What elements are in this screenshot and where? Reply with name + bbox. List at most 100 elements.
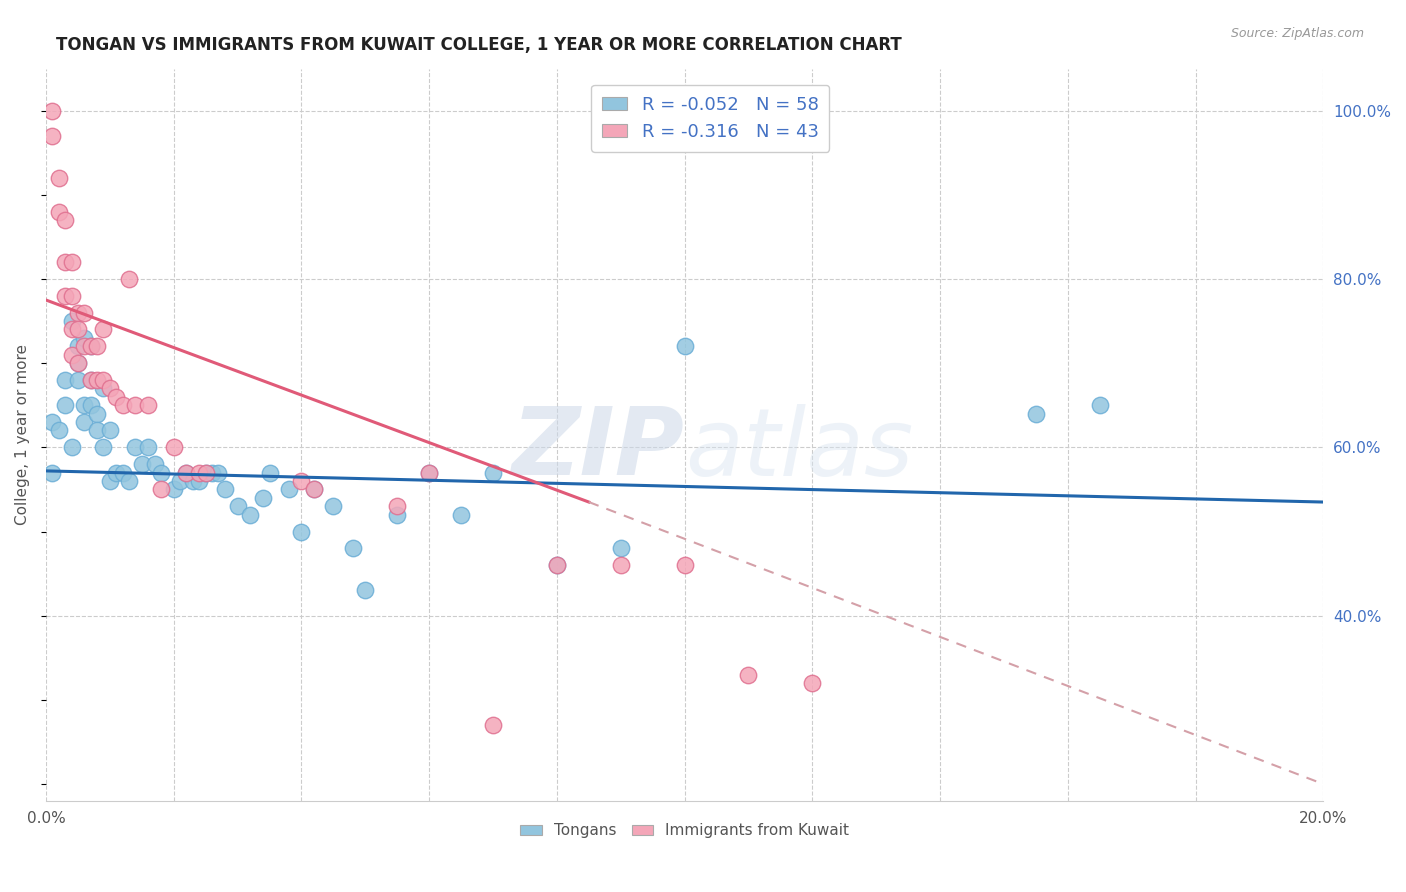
Point [252, 491, 274, 505]
Point [66, 339, 89, 353]
Point [41, 128, 63, 143]
Point [149, 466, 172, 480]
Point [387, 508, 409, 522]
Point [290, 474, 312, 488]
Point [673, 339, 696, 353]
Point [418, 466, 440, 480]
Point [118, 474, 141, 488]
Point [93, 373, 115, 387]
Point [131, 457, 153, 471]
Point [105, 466, 128, 480]
Point [60, 289, 83, 303]
Point [610, 541, 633, 556]
Point [53, 398, 76, 412]
Point [79, 398, 101, 412]
Point [93, 322, 115, 336]
Point [302, 483, 325, 497]
Point [181, 474, 204, 488]
Point [73, 398, 96, 412]
Point [53, 255, 76, 269]
Point [302, 483, 325, 497]
Y-axis label: College, 1 year or more: College, 1 year or more [15, 344, 30, 525]
Point [482, 466, 505, 480]
Point [53, 373, 76, 387]
Point [73, 415, 96, 429]
Point [79, 373, 101, 387]
Point [188, 474, 211, 488]
Point [60, 314, 83, 328]
Point [93, 381, 115, 395]
Point [259, 466, 281, 480]
Point [482, 718, 505, 732]
Point [41, 466, 63, 480]
Point [98, 474, 121, 488]
Point [194, 466, 217, 480]
Text: TONGAN VS IMMIGRANTS FROM KUWAIT COLLEGE, 1 YEAR OR MORE CORRELATION CHART: TONGAN VS IMMIGRANTS FROM KUWAIT COLLEGE… [56, 36, 903, 54]
Point [136, 398, 159, 412]
Text: ZIP: ZIP [512, 403, 685, 495]
Point [194, 466, 217, 480]
Point [124, 398, 146, 412]
Point [277, 483, 299, 497]
Point [41, 103, 63, 118]
Point [60, 255, 83, 269]
Point [66, 305, 89, 319]
Point [98, 381, 121, 395]
Point [73, 339, 96, 353]
Point [801, 676, 824, 690]
Point [136, 440, 159, 454]
Point [354, 583, 377, 598]
Point [673, 558, 696, 573]
Point [73, 305, 96, 319]
Point [86, 339, 108, 353]
Point [188, 466, 211, 480]
Point [418, 466, 440, 480]
Point [546, 558, 568, 573]
Point [322, 500, 344, 514]
Point [111, 398, 134, 412]
Point [239, 508, 262, 522]
Legend: Tongans, Immigrants from Kuwait: Tongans, Immigrants from Kuwait [515, 817, 855, 845]
Text: atlas: atlas [685, 404, 912, 495]
Point [66, 356, 89, 370]
Point [610, 558, 633, 573]
Point [118, 272, 141, 286]
Point [226, 500, 249, 514]
Point [66, 356, 89, 370]
Point [60, 348, 83, 362]
Point [86, 373, 108, 387]
Point [48, 170, 70, 185]
Point [79, 339, 101, 353]
Point [86, 407, 108, 421]
Point [60, 322, 83, 336]
Text: Source: ZipAtlas.com: Source: ZipAtlas.com [1230, 27, 1364, 40]
Point [201, 466, 224, 480]
Point [387, 500, 409, 514]
Point [105, 390, 128, 404]
Point [546, 558, 568, 573]
Point [450, 508, 472, 522]
Point [111, 466, 134, 480]
Point [143, 457, 166, 471]
Point [86, 424, 108, 438]
Point [124, 440, 146, 454]
Point [176, 466, 198, 480]
Point [53, 289, 76, 303]
Point [48, 424, 70, 438]
Point [214, 483, 236, 497]
Point [163, 440, 186, 454]
Point [48, 204, 70, 219]
Point [169, 474, 191, 488]
Point [41, 415, 63, 429]
Point [73, 331, 96, 345]
Point [1088, 398, 1111, 412]
Point [53, 213, 76, 227]
Point [163, 483, 186, 497]
Point [66, 373, 89, 387]
Point [149, 483, 172, 497]
Point [79, 339, 101, 353]
Point [290, 524, 312, 539]
Point [60, 440, 83, 454]
Point [207, 466, 229, 480]
Point [176, 466, 198, 480]
